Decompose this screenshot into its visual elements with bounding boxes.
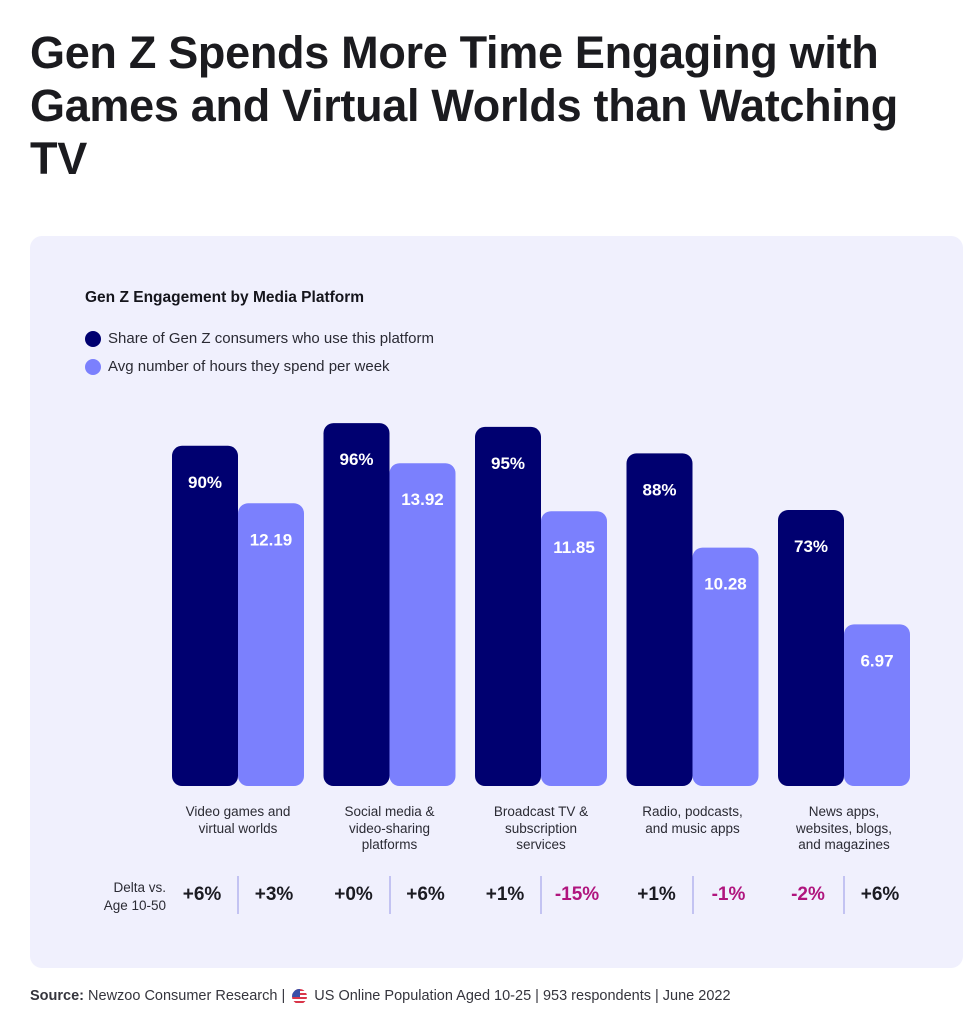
- delta-value-hours: +3%: [254, 884, 294, 905]
- category-label-line: Broadcast TV &: [493, 804, 589, 819]
- category-label-line: and music apps: [645, 820, 740, 836]
- delta-value-share: +0%: [334, 884, 373, 905]
- category-label-line: video-sharing: [348, 820, 431, 836]
- bar-label-hours: 12.19: [250, 530, 293, 549]
- bar-hours: [541, 511, 607, 786]
- category-label: Social media & video-sharing platforms: [315, 804, 465, 854]
- category-label-line: subscription: [504, 820, 578, 836]
- delta-value-hours: +6%: [406, 884, 445, 905]
- legend-item-hours: Avg number of hours they spend per week: [85, 358, 390, 375]
- us-flag-icon: [292, 988, 308, 1004]
- bar-group: 88% 10.28: [626, 453, 759, 786]
- category-label: News apps, websites, blogs, and magazines: [769, 804, 919, 854]
- bar-share: [172, 445, 238, 786]
- legend-label-hours: Avg number of hours they spend per week: [108, 358, 390, 375]
- category-label-line: News apps,: [808, 804, 880, 819]
- legend-item-share: Share of Gen Z consumers who use this pl…: [85, 330, 434, 347]
- bar-hours: [389, 463, 456, 786]
- category-label-line: Radio, podcasts,: [642, 804, 743, 819]
- bar-label-hours: 10.28: [704, 575, 747, 594]
- bar-group: 73% 6.97: [778, 510, 910, 786]
- category-label-line: platforms: [361, 837, 418, 852]
- bar-hours: [692, 547, 759, 786]
- bar-share: [778, 510, 844, 786]
- delta-value-share: +1%: [485, 884, 525, 905]
- delta-divider: [691, 876, 694, 914]
- delta-value-share: +1%: [637, 884, 676, 905]
- source-text-1: Newzoo Consumer Research |: [84, 988, 290, 1004]
- bar-label-hours: 6.97: [860, 651, 893, 670]
- category-label: Broadcast TV & subscription services: [466, 804, 616, 854]
- delta-divider: [237, 876, 239, 914]
- category-label-line: Video games and: [185, 804, 291, 819]
- bar-label-hours: 11.85: [553, 538, 595, 557]
- bar-label-share: 73%: [794, 537, 828, 556]
- bar-group: 90% 12.19: [172, 445, 304, 786]
- source-text-2: US Online Population Aged 10-25 | 953 re…: [310, 988, 731, 1004]
- category-label-line: Social media &: [344, 804, 435, 819]
- category-label-line: websites, blogs,: [795, 820, 893, 836]
- bar-label-share: 88%: [642, 480, 676, 499]
- bar-share: [626, 453, 693, 786]
- page-title: Gen Z Spends More Time Engaging with Gam…: [30, 27, 898, 184]
- category-label: Radio, podcasts, and music apps: [618, 804, 768, 837]
- bar-share: [475, 426, 541, 786]
- bar-hours: [238, 503, 304, 786]
- legend-dot-share-icon: [85, 330, 101, 347]
- category-label-line: virtual worlds: [198, 820, 278, 836]
- delta-label-line-2: Age 10-50: [103, 898, 166, 913]
- delta-divider: [388, 876, 391, 914]
- category-label: Video games and virtual worlds: [163, 804, 313, 837]
- delta-divider: [540, 876, 542, 914]
- category-label-line: services: [516, 837, 566, 852]
- delta-value-share: -2%: [791, 884, 825, 905]
- bar-share: [323, 423, 390, 786]
- bar-label-share: 96%: [339, 450, 373, 469]
- bar-hours: [844, 624, 910, 786]
- source-footer: Source: Newzoo Consumer Research | US On…: [30, 988, 731, 1004]
- delta-divider: [843, 876, 845, 914]
- bar-label-share: 90%: [188, 473, 222, 492]
- chart-title: Gen Z Engagement by Media Platform: [85, 289, 365, 306]
- legend-label-share: Share of Gen Z consumers who use this pl…: [108, 330, 434, 347]
- delta-label-line-1: Delta vs.: [113, 880, 166, 895]
- delta-value-hours: +6%: [860, 884, 900, 905]
- bar-group: 96% 13.92: [323, 423, 456, 786]
- category-label-line: and magazines: [798, 837, 890, 852]
- delta-value-share: +6%: [182, 884, 222, 905]
- delta-value-hours: -15%: [554, 884, 600, 905]
- legend-dot-hours-icon: [85, 358, 101, 375]
- source-label: Source:: [30, 988, 84, 1004]
- bar-label-share: 95%: [491, 454, 525, 473]
- delta-value-hours: -1%: [711, 884, 746, 905]
- bar-group: 95% 11.85: [475, 426, 607, 786]
- bar-label-hours: 13.92: [401, 490, 444, 509]
- delta-row-label: Delta vs. Age 10-50: [74, 879, 166, 915]
